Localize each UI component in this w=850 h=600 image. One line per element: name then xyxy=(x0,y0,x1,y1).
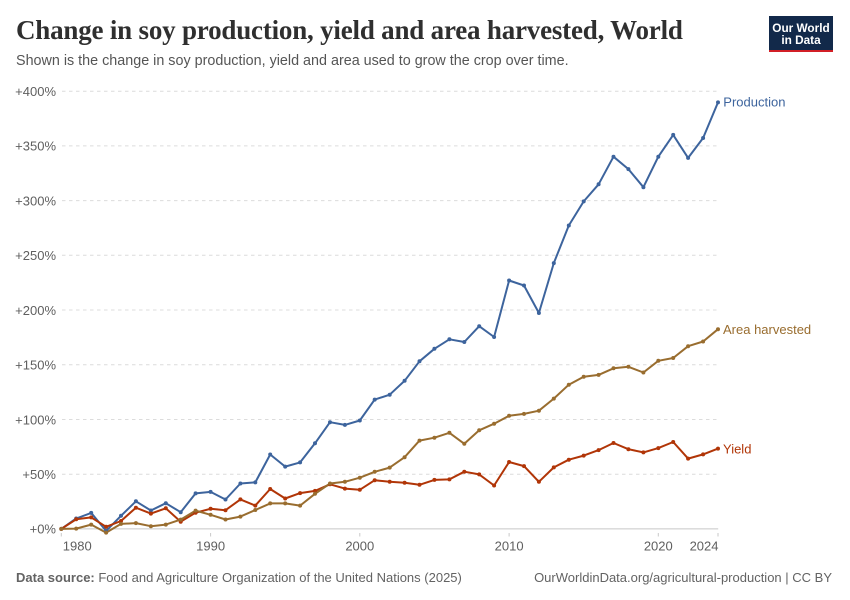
svg-text:+150%: +150% xyxy=(15,358,56,373)
svg-text:+350%: +350% xyxy=(15,139,56,154)
svg-text:+0%: +0% xyxy=(30,522,57,537)
svg-text:1980: 1980 xyxy=(63,539,92,554)
svg-text:Yield: Yield xyxy=(723,442,751,457)
svg-text:+200%: +200% xyxy=(15,303,56,318)
svg-text:+250%: +250% xyxy=(15,248,56,263)
svg-text:2010: 2010 xyxy=(495,539,524,554)
svg-text:+300%: +300% xyxy=(15,193,56,208)
svg-text:+400%: +400% xyxy=(15,84,56,99)
svg-text:2024: 2024 xyxy=(690,539,719,554)
svg-text:1990: 1990 xyxy=(196,539,225,554)
svg-text:Area harvested: Area harvested xyxy=(723,322,811,337)
svg-text:+50%: +50% xyxy=(22,467,56,482)
svg-text:2000: 2000 xyxy=(345,539,374,554)
svg-text:Production: Production xyxy=(723,95,785,110)
svg-text:2020: 2020 xyxy=(644,539,673,554)
svg-text:+100%: +100% xyxy=(15,412,56,427)
